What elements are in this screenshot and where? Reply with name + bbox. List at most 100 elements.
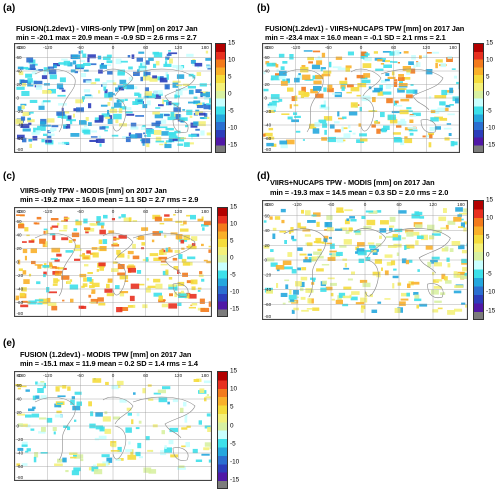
latitude-tick-label: 60 [265,55,271,60]
tpw-difference-map: -180 -120 -60 0 60 120 180 80 60 40 20 0 -20 -40 -60 -8… [14,371,212,481]
latitude-tick-label: 60 [265,213,271,218]
panel-stats: min = -19.2 max = 16.0 mean = 1.1 SD = 2… [20,195,199,204]
colorbar-tick-label: -10 [230,458,240,466]
panel-label: (c) [3,171,16,182]
latitude-tick-label: -60 [17,136,24,141]
latitude-tick-label: 60 [17,55,23,60]
colorbar [473,43,484,153]
latitude-tick-label: -40 [265,287,272,292]
longitude-tick-label: 180 [457,202,465,207]
latitude-tick-label: 40 [17,69,23,74]
latitude-tick-label: -40 [17,287,24,292]
latitude-tick-label: -20 [17,109,24,114]
longitude-tick-label: -120 [43,209,53,214]
latitude-tick-label: -80 [17,147,24,152]
colorbar-tick-label: 5 [228,73,232,81]
latitude-tick-label: -40 [265,123,272,128]
longitude-tick-label: -180 [16,209,26,214]
longitude-tick-label: 180 [201,209,209,214]
latitude-tick-label: 80 [265,45,271,50]
colorbar-tick-label: -15 [228,141,238,149]
latitude-tick-label: 20 [17,246,23,251]
latitude-tick-label: 80 [17,209,23,214]
panel-label: (a) [3,3,16,14]
longitude-tick-label: -120 [291,45,301,50]
latitude-tick-label: 40 [265,228,271,233]
latitude-tick-label: 0 [17,96,20,101]
longitude-tick-label: -180 [264,202,274,207]
longitude-tick-label: 0 [360,45,363,50]
tpw-difference-map: -180 -120 -60 0 60 120 180 80 60 40 20 0 -20 -40 -60 -8… [14,207,212,317]
colorbar [217,207,228,317]
latitude-tick-label: 40 [17,397,23,402]
longitude-tick-label: 60 [391,45,397,50]
longitude-tick-label: -60 [77,209,84,214]
longitude-tick-label: 0 [112,45,115,50]
longitude-tick-label: 60 [143,45,149,50]
colorbar-tick-label: 10 [228,56,236,64]
longitude-tick-label: 0 [364,202,367,207]
panel-stats: min = -23.4 max = 16.0 mean = -0.1 SD = … [265,33,446,42]
colorbar-tick-label: -5 [230,271,236,279]
colorbar-tick-label: 0 [230,254,234,262]
latitude-tick-label: -80 [265,314,272,319]
colorbar-tick-label: 5 [486,233,490,241]
panel-title: VIIRS-only TPW - MODIS [mm] on 2017 Jan [20,186,167,195]
colorbar-tick-label: 10 [486,56,494,64]
panel-c: (c) VIIRS-only TPW - MODIS [mm] on 2017 … [0,168,250,328]
latitude-tick-label: -40 [17,123,24,128]
longitude-tick-label: -120 [43,373,53,378]
longitude-tick-label: -120 [292,202,302,207]
colorbar-tick-label: -10 [486,124,496,132]
panel-label: (b) [257,3,270,14]
latitude-tick-label: -20 [265,109,272,114]
latitude-tick-label: -80 [17,311,24,316]
panel-stats: min = -15.1 max = 11.9 mean = 0.2 SD = 1… [20,359,198,368]
longitude-tick-label: 120 [174,209,182,214]
latitude-tick-label: 40 [265,69,271,74]
longitude-tick-label: 0 [112,209,115,214]
latitude-tick-label: -60 [17,300,24,305]
colorbar-tick-label: -10 [230,288,240,296]
colorbar-tick-label: -10 [228,124,238,132]
longitude-tick-label: 180 [201,45,209,50]
longitude-tick-label: -60 [77,45,84,50]
colorbar-tick-label: 0 [486,251,490,259]
latitude-tick-label: -60 [17,464,24,469]
colorbar [473,200,484,320]
panel-e: (e) FUSION (1.2dev1) - MODIS TPW [mm] on… [0,336,250,496]
latitude-tick-label: 60 [17,383,23,388]
colorbar-tick-label: 5 [230,403,234,411]
colorbar-tick-label: -5 [486,270,492,278]
panel-b: (b) FUSION(1.2dev1) - VIIRS+NUCAPS TPW [… [255,0,500,160]
latitude-tick-label: -80 [17,475,24,480]
longitude-tick-label: 60 [143,373,149,378]
latitude-tick-label: -20 [17,273,24,278]
latitude-tick-label: -20 [17,437,24,442]
latitude-tick-label: 20 [265,243,271,248]
longitude-tick-label: 120 [174,45,182,50]
colorbar-tick-label: -15 [486,141,496,149]
colorbar-tick-label: 15 [486,39,494,47]
latitude-tick-label: 20 [17,410,23,415]
longitude-tick-label: -60 [325,45,332,50]
longitude-tick-label: -180 [16,45,26,50]
longitude-tick-label: -180 [264,45,274,50]
longitude-tick-label: -120 [43,45,53,50]
panel-stats: min = -20.1 max = 20.9 mean = -0.9 SD = … [16,33,197,42]
latitude-tick-label: 40 [17,233,23,238]
panel-stats: min = -19.3 max = 14.5 mean = 0.3 SD = 2… [270,188,449,197]
tpw-difference-map: -180 -120 -60 0 60 120 180 80 60 40 20 0 -20 -40 -60 -8… [262,43,460,153]
panel-title: FUSION(1.2dev1) - VIIRS-only TPW [mm] on… [16,24,198,33]
longitude-tick-label: 60 [396,202,402,207]
colorbar-tick-label: 15 [230,203,238,211]
colorbar [217,371,228,489]
latitude-tick-label: -60 [265,136,272,141]
panel-title: VIIRS+NUCAPS TPW - MODIS [mm] on 2017 Ja… [270,178,435,187]
latitude-tick-label: 0 [17,260,20,265]
colorbar-tick-label: 15 [228,39,236,47]
longitude-tick-label: 0 [112,373,115,378]
colorbar-tick-label: 5 [486,73,490,81]
latitude-tick-label: 20 [265,82,271,87]
colorbar [215,43,226,153]
